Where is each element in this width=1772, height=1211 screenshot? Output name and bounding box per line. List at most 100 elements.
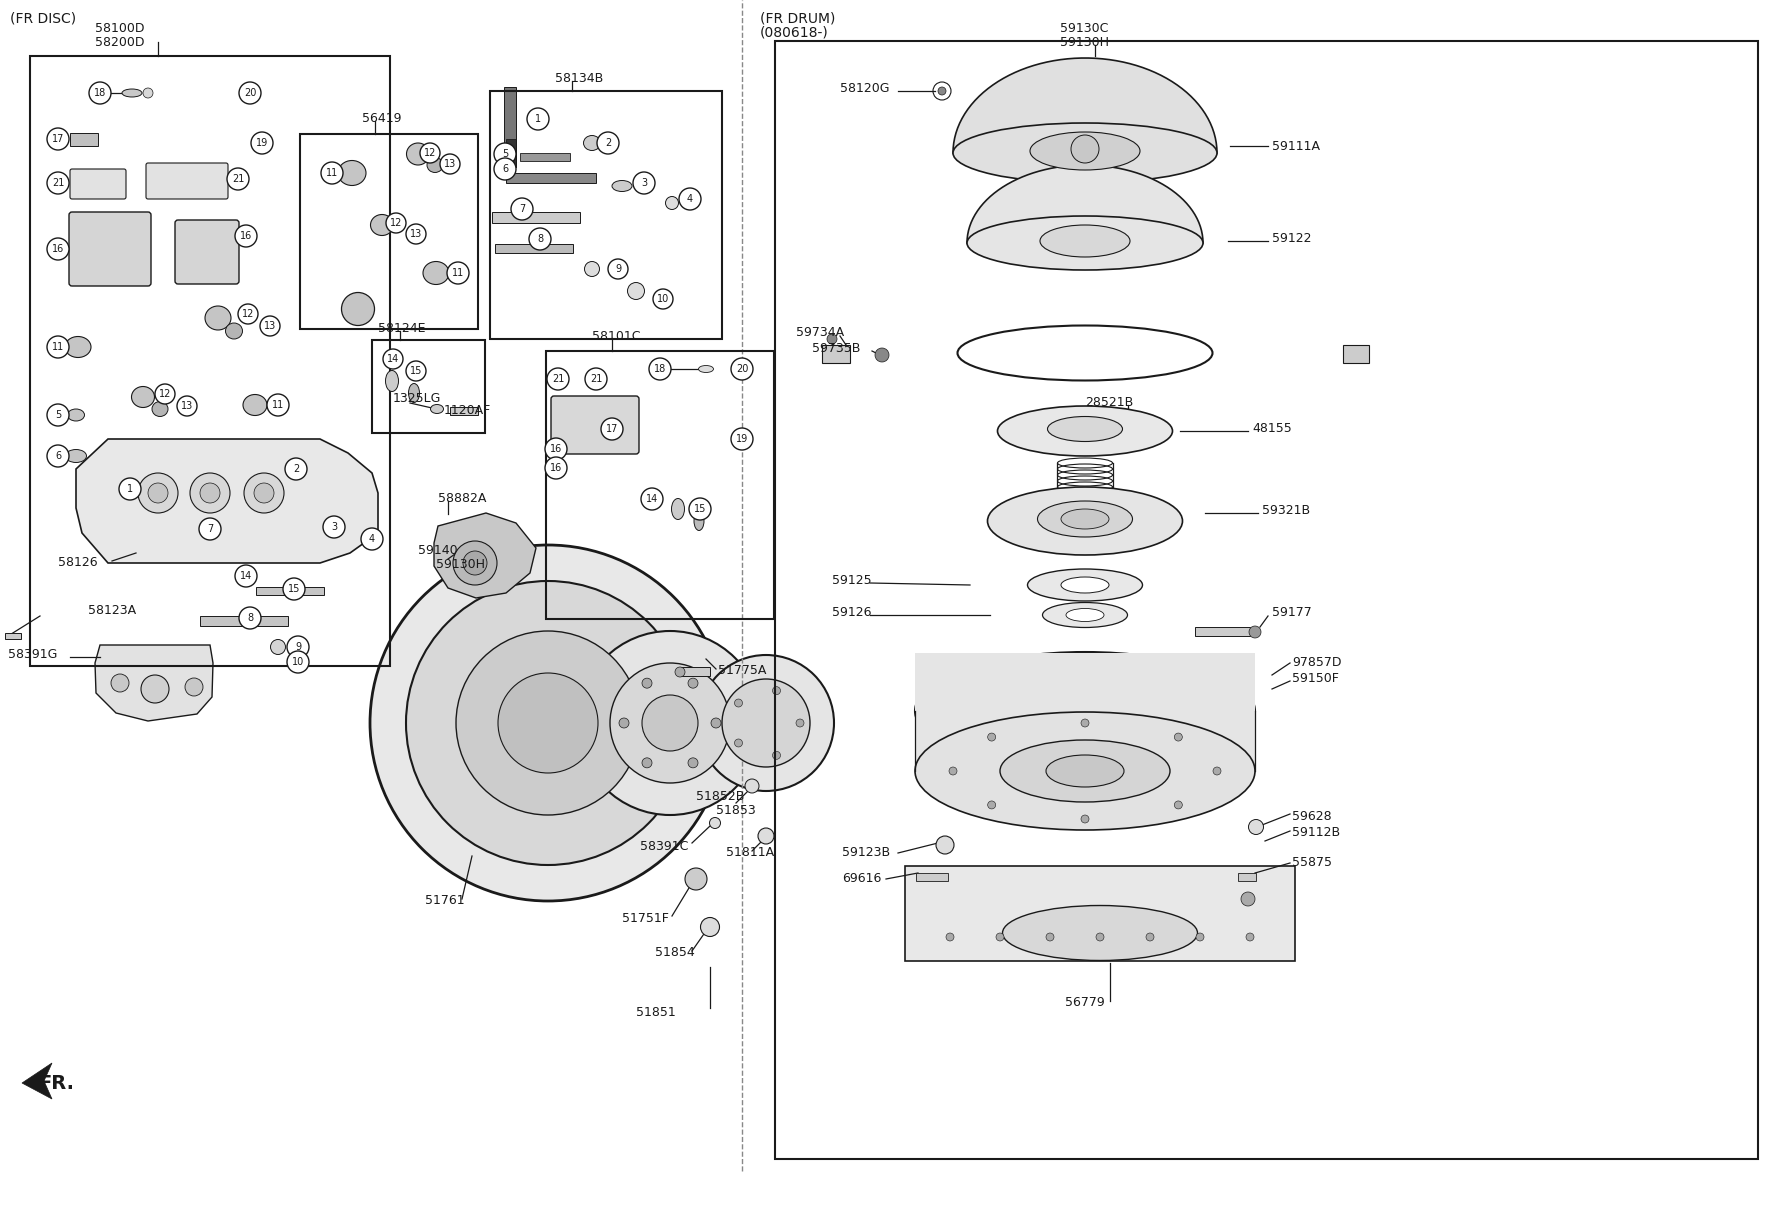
Text: 15: 15	[409, 366, 422, 375]
Circle shape	[601, 418, 624, 440]
Text: 58120G: 58120G	[840, 82, 890, 96]
Bar	[519, 153, 571, 161]
Text: 10: 10	[292, 658, 305, 667]
Ellipse shape	[583, 136, 601, 150]
Circle shape	[236, 225, 257, 247]
Circle shape	[237, 304, 259, 325]
Circle shape	[721, 679, 810, 767]
Text: 59734A: 59734A	[796, 327, 843, 339]
Text: 59122: 59122	[1272, 233, 1311, 246]
Text: 14: 14	[386, 354, 399, 365]
Text: (080618-): (080618-)	[760, 25, 829, 39]
Circle shape	[688, 758, 698, 768]
Ellipse shape	[998, 406, 1173, 457]
Ellipse shape	[1030, 132, 1139, 170]
Circle shape	[875, 348, 890, 362]
Circle shape	[386, 213, 406, 233]
Circle shape	[420, 143, 439, 163]
Ellipse shape	[953, 124, 1217, 183]
Circle shape	[154, 384, 175, 404]
Polygon shape	[434, 513, 535, 598]
Circle shape	[361, 528, 383, 550]
Circle shape	[406, 224, 425, 243]
Text: 13: 13	[181, 401, 193, 411]
Ellipse shape	[1040, 225, 1131, 257]
Bar	[450, 407, 478, 415]
Text: 59177: 59177	[1272, 607, 1311, 620]
Text: (FR DRUM): (FR DRUM)	[760, 11, 835, 25]
Text: 58100D: 58100D	[96, 22, 145, 34]
Text: 11: 11	[51, 342, 64, 352]
Text: 3: 3	[641, 178, 647, 188]
Text: 21: 21	[232, 174, 245, 184]
Text: 59130H: 59130H	[1060, 35, 1109, 48]
Bar	[494, 243, 572, 253]
Text: 59140: 59140	[418, 545, 457, 557]
Ellipse shape	[666, 196, 679, 210]
Circle shape	[654, 289, 673, 309]
Circle shape	[937, 87, 946, 94]
Circle shape	[1175, 733, 1182, 741]
Circle shape	[48, 404, 69, 426]
Circle shape	[287, 636, 308, 658]
Text: 19: 19	[735, 434, 748, 444]
Ellipse shape	[427, 157, 443, 172]
Text: 58101C: 58101C	[592, 329, 640, 343]
Text: 16: 16	[549, 444, 562, 454]
Bar	[1194, 627, 1249, 636]
Circle shape	[89, 82, 112, 104]
Text: 59735B: 59735B	[812, 343, 861, 356]
Ellipse shape	[709, 817, 721, 828]
Text: 48155: 48155	[1253, 423, 1292, 436]
Polygon shape	[96, 645, 213, 721]
Circle shape	[498, 673, 597, 773]
Bar	[774, 41, 1758, 1159]
Text: 59123B: 59123B	[842, 846, 890, 860]
Bar	[30, 56, 390, 666]
Circle shape	[260, 316, 280, 335]
Ellipse shape	[698, 366, 714, 373]
Text: 1120AF: 1120AF	[445, 404, 491, 418]
Circle shape	[383, 349, 402, 369]
Circle shape	[1045, 932, 1054, 941]
Ellipse shape	[424, 262, 448, 285]
FancyBboxPatch shape	[175, 220, 239, 285]
Text: 2: 2	[604, 138, 611, 148]
Text: 28521B: 28521B	[1084, 396, 1134, 409]
Text: 55875: 55875	[1292, 856, 1333, 869]
Circle shape	[546, 457, 567, 480]
Text: 51811A: 51811A	[727, 846, 774, 860]
Ellipse shape	[370, 214, 393, 235]
Ellipse shape	[1037, 501, 1132, 536]
Text: 16: 16	[51, 243, 64, 254]
Circle shape	[548, 368, 569, 390]
Circle shape	[138, 474, 177, 513]
Text: 19: 19	[255, 138, 268, 148]
Ellipse shape	[271, 639, 285, 654]
Circle shape	[252, 132, 273, 154]
Text: 7: 7	[519, 203, 525, 214]
Text: 58124E: 58124E	[377, 322, 425, 335]
Circle shape	[546, 438, 567, 460]
Circle shape	[1249, 626, 1262, 638]
FancyBboxPatch shape	[145, 163, 229, 199]
Bar	[905, 866, 1295, 962]
Ellipse shape	[66, 337, 90, 357]
Circle shape	[236, 566, 257, 587]
Text: 58123A: 58123A	[89, 604, 136, 618]
Text: 16: 16	[549, 463, 562, 474]
Text: 20: 20	[735, 365, 748, 374]
Circle shape	[268, 394, 289, 417]
FancyBboxPatch shape	[551, 396, 640, 454]
Text: 10: 10	[657, 294, 670, 304]
Text: 59321B: 59321B	[1262, 505, 1310, 517]
Circle shape	[1240, 893, 1255, 906]
Circle shape	[675, 667, 686, 677]
Circle shape	[734, 739, 742, 747]
Bar	[507, 173, 595, 183]
Ellipse shape	[1003, 906, 1198, 960]
Text: 59112B: 59112B	[1292, 826, 1340, 839]
Text: 6: 6	[55, 450, 60, 461]
Text: 1: 1	[535, 114, 540, 124]
Text: 13: 13	[443, 159, 455, 170]
